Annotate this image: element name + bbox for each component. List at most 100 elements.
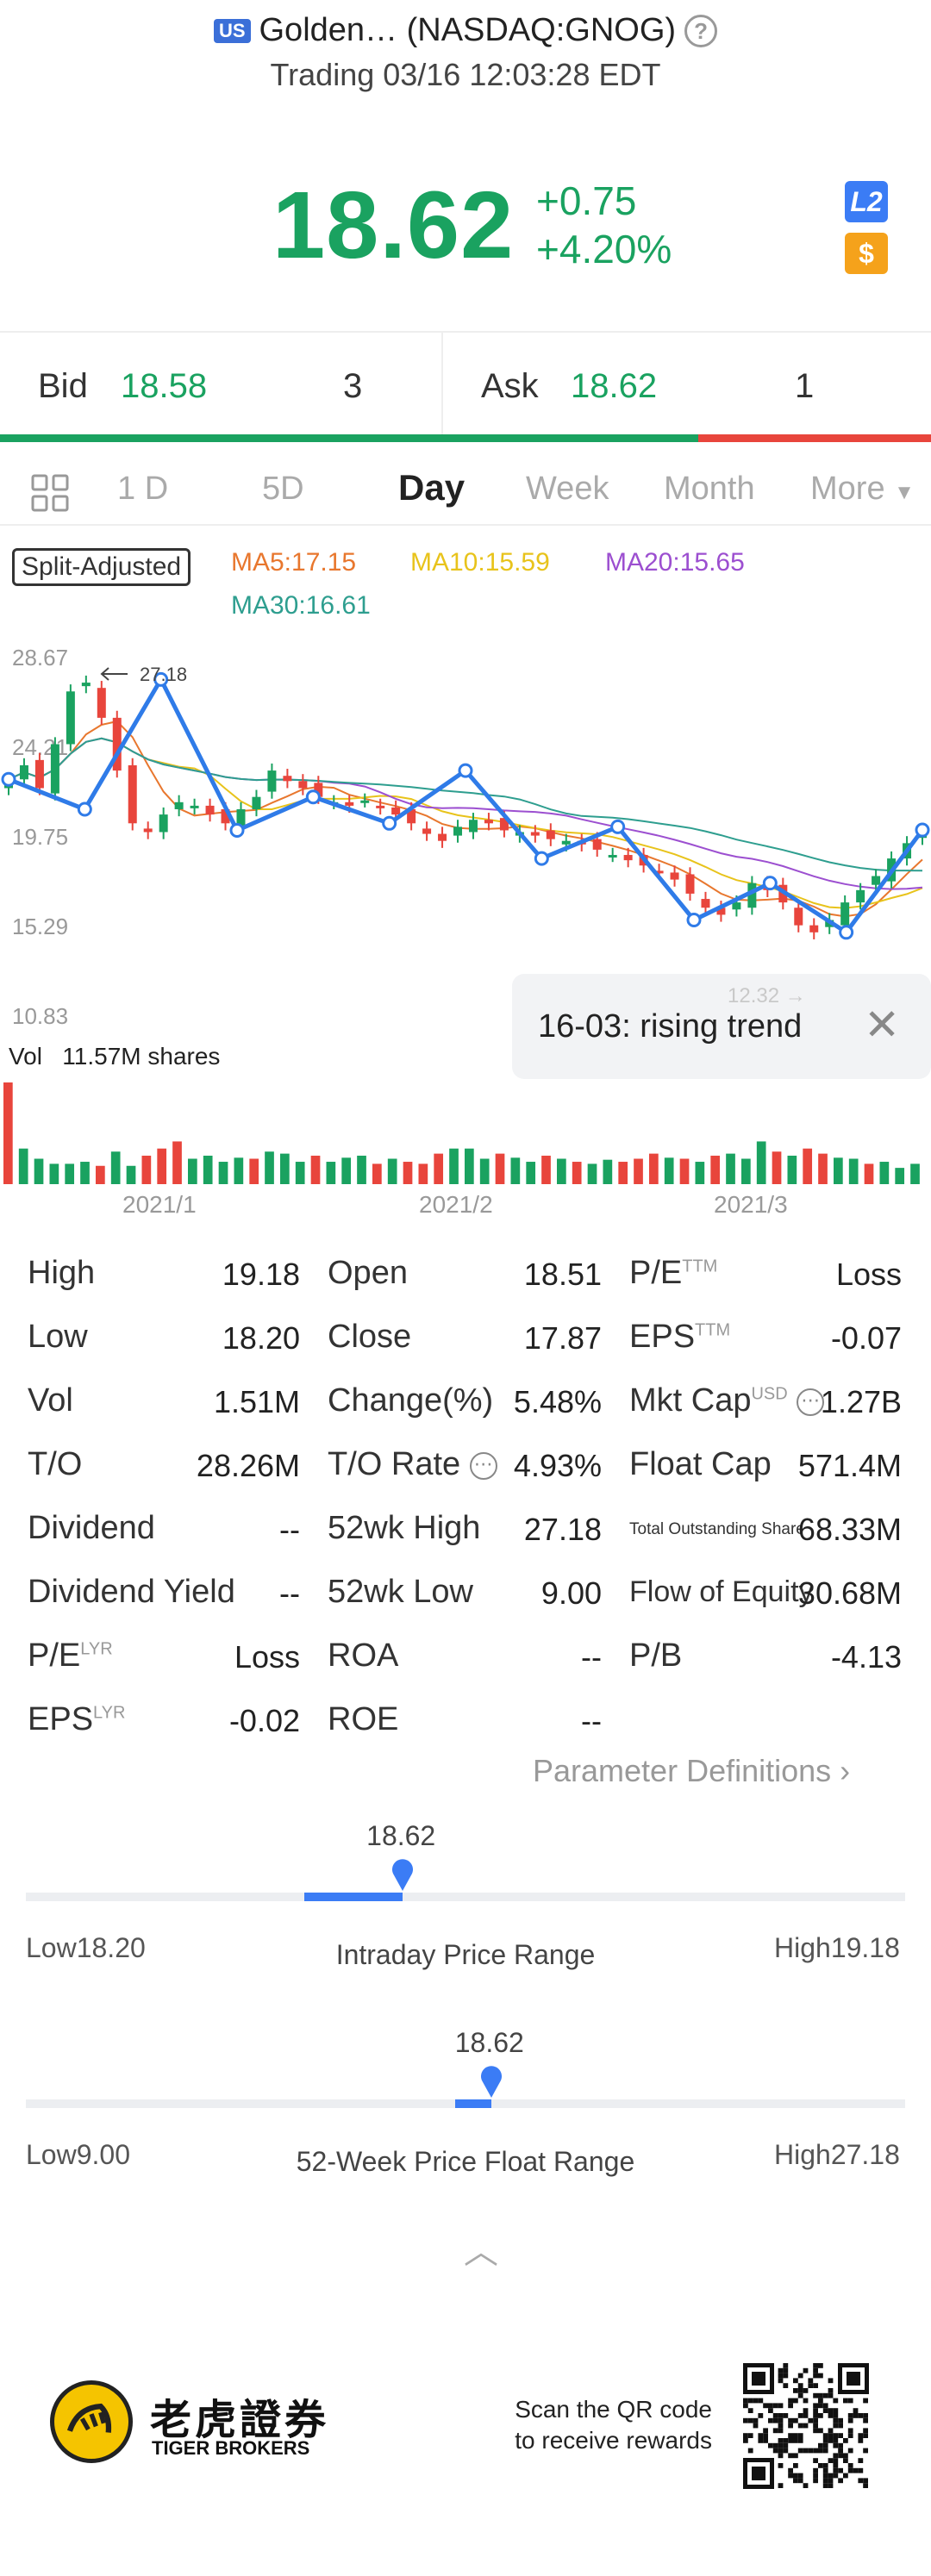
stat-value-turnover-rate: 4.93% bbox=[513, 1448, 602, 1483]
candle bbox=[34, 759, 44, 789]
split-adjusted-toggle[interactable]: Split-Adjusted bbox=[12, 548, 191, 586]
qr-module bbox=[813, 2478, 818, 2484]
volume-bar bbox=[141, 1155, 152, 1184]
qr-module bbox=[822, 2467, 828, 2473]
stat-value-eps-lyr: -0.02 bbox=[228, 1703, 300, 1738]
qr-module bbox=[788, 2433, 793, 2438]
qr-module bbox=[838, 2448, 843, 2454]
tab-day[interactable]: Day bbox=[398, 467, 466, 508]
stat-value-high: 19.18 bbox=[222, 1257, 300, 1292]
qr-module bbox=[847, 2413, 853, 2418]
volume-label: Vol bbox=[9, 1043, 42, 1070]
volume-bar bbox=[18, 1148, 28, 1184]
qr-module bbox=[853, 2408, 859, 2413]
y-tick-label: 28.67 bbox=[12, 645, 69, 671]
qr-module bbox=[797, 2373, 803, 2379]
qr-module bbox=[768, 2442, 773, 2448]
stat-value-mkt-cap: 1.27B bbox=[820, 1384, 902, 1419]
qr-module bbox=[858, 2413, 864, 2418]
info-icon[interactable]: ⋯ bbox=[797, 1388, 825, 1416]
chevron-up-icon[interactable]: ︿ bbox=[464, 2233, 498, 2271]
trend-point bbox=[305, 789, 321, 805]
tab-more[interactable]: More ▼ bbox=[810, 471, 915, 508]
qr-module bbox=[797, 2433, 803, 2438]
y-tick-label: 19.75 bbox=[12, 824, 69, 850]
qr-module bbox=[772, 2442, 778, 2448]
qr-module bbox=[833, 2438, 839, 2443]
bid-ask-panel: Bid 18.58 3 Ask 18.62 1 bbox=[0, 331, 931, 443]
qr-module bbox=[788, 2398, 793, 2404]
qr-module bbox=[822, 2442, 828, 2448]
candle bbox=[670, 872, 679, 880]
parameter-definitions-link[interactable]: Parameter Definitions › bbox=[533, 1753, 850, 1789]
qr-module bbox=[833, 2408, 839, 2413]
qr-module bbox=[788, 2417, 793, 2423]
stat-label-low: Low bbox=[28, 1319, 88, 1355]
qr-module bbox=[838, 2478, 843, 2484]
candle bbox=[205, 805, 215, 815]
volume-bar bbox=[787, 1155, 797, 1184]
trend-tooltip[interactable]: 12.32 → 16-03: rising trend ✕ bbox=[512, 974, 931, 1079]
layout-grid-icon[interactable] bbox=[31, 474, 69, 512]
stat-value-low: 18.20 bbox=[222, 1320, 300, 1356]
stat-label-high: High bbox=[28, 1255, 96, 1291]
qr-module bbox=[828, 2408, 834, 2413]
qr-module bbox=[783, 2363, 789, 2368]
qr-module bbox=[818, 2373, 823, 2379]
candle bbox=[298, 781, 308, 789]
eps-ttm-text: EPS bbox=[629, 1319, 696, 1355]
qr-module bbox=[788, 2403, 793, 2409]
candle bbox=[872, 876, 881, 885]
dollar-icon[interactable]: $ bbox=[845, 233, 888, 274]
qr-module bbox=[863, 2413, 868, 2418]
qr-module bbox=[858, 2458, 864, 2463]
qr-module bbox=[863, 2398, 868, 2404]
qr-module bbox=[747, 2433, 753, 2438]
qr-module bbox=[828, 2438, 834, 2443]
qr-module bbox=[758, 2413, 764, 2418]
qr-module bbox=[847, 2433, 853, 2438]
trend-line bbox=[1, 671, 930, 940]
stat-label-open: Open bbox=[328, 1255, 408, 1291]
candle bbox=[345, 801, 354, 806]
volume-bar bbox=[803, 1148, 813, 1184]
qr-code[interactable] bbox=[741, 2361, 871, 2491]
volume-bar bbox=[756, 1141, 766, 1184]
level2-icon[interactable]: L2 bbox=[845, 181, 888, 222]
qr-module bbox=[778, 2413, 784, 2418]
week52-low: Low9.00 bbox=[26, 2139, 130, 2170]
volume-bar bbox=[618, 1162, 628, 1184]
candle bbox=[794, 908, 803, 926]
tab-5d[interactable]: 5D bbox=[262, 471, 304, 507]
qr-module bbox=[813, 2363, 818, 2368]
candle bbox=[221, 808, 230, 824]
close-icon[interactable]: ✕ bbox=[864, 1001, 900, 1049]
candle bbox=[112, 717, 122, 771]
qr-module bbox=[813, 2448, 818, 2454]
bid-price: 18.58 bbox=[121, 367, 208, 405]
candle bbox=[453, 826, 463, 836]
candle bbox=[422, 828, 432, 834]
candle bbox=[732, 902, 741, 910]
volume-bar bbox=[603, 1159, 613, 1184]
help-icon[interactable]: ? bbox=[684, 14, 718, 47]
qr-module bbox=[828, 2388, 834, 2393]
volume-title: Vol 11.57M shares bbox=[9, 1043, 220, 1070]
volume-bar bbox=[649, 1153, 659, 1184]
candle bbox=[66, 691, 75, 745]
volume-bar bbox=[65, 1163, 75, 1184]
qr-module bbox=[803, 2388, 809, 2393]
tab-month[interactable]: Month bbox=[664, 471, 755, 507]
qr-module bbox=[818, 2398, 823, 2404]
info-icon[interactable]: ⋯ bbox=[469, 1451, 497, 1480]
candle bbox=[468, 820, 478, 833]
qr-module bbox=[847, 2398, 853, 2404]
qr-module bbox=[833, 2433, 839, 2438]
tab-week[interactable]: Week bbox=[526, 471, 609, 507]
qr-module bbox=[747, 2448, 753, 2454]
candle bbox=[190, 805, 199, 808]
tab-1d[interactable]: 1 D bbox=[117, 471, 169, 507]
candlestick-chart[interactable]: 27.18 bbox=[0, 638, 931, 982]
stat-label-flow-equity: Flow of Equity bbox=[629, 1575, 814, 1608]
qr-module bbox=[818, 2363, 823, 2368]
